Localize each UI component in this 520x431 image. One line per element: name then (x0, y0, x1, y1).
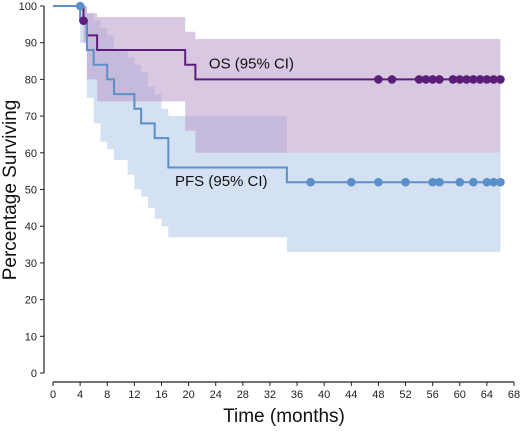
os-censor-point (482, 75, 492, 84)
y-tick-label: 90 (25, 38, 37, 50)
os-censor-point (448, 75, 458, 84)
os-censor-point (374, 75, 383, 84)
pfs-censor-point (435, 177, 444, 187)
pfs-censor-point (374, 177, 383, 187)
y-tick-label: 50 (25, 185, 37, 197)
pfs-censor-point (75, 1, 85, 11)
os-censor-point (496, 75, 505, 84)
x-tick-label: 28 (237, 389, 249, 401)
x-tick-label: 0 (50, 389, 56, 401)
y-tick-label: 70 (25, 111, 37, 123)
pfs-censor-point (496, 177, 505, 187)
x-tick-label: 20 (182, 389, 194, 401)
annotation-os: OS (95% CI) (209, 55, 294, 72)
y-tick-label: 0 (31, 368, 37, 380)
x-ticks: 0 4 8 12 16 20 24 28 32 36 40 44 48 52 56 60 64 68 (50, 382, 520, 401)
pfs-censor-point (401, 177, 410, 187)
y-tick-label: 30 (25, 258, 37, 270)
os-censor-point (421, 75, 431, 84)
os-censor-point (435, 75, 444, 84)
os-censor-point (475, 75, 485, 84)
os-censor-point (455, 75, 465, 84)
os-censor-point (489, 75, 498, 84)
y-ticks: 0 10 20 30 40 50 60 70 80 90 100 (19, 1, 44, 380)
x-tick-label: 44 (345, 389, 357, 401)
x-tick-label: 68 (508, 389, 520, 401)
y-tick-label: 10 (25, 331, 37, 343)
x-tick-label: 24 (210, 389, 222, 401)
pfs-censor-point (455, 177, 465, 187)
x-tick-label: 4 (77, 389, 83, 401)
censor-marks (75, 1, 505, 187)
annotations: OS (95% CI) PFS (95% CI) (175, 55, 294, 189)
annotation-pfs: PFS (95% CI) (175, 173, 268, 190)
x-tick-label: 40 (318, 389, 330, 401)
pfs-curve (53, 5, 501, 184)
y-tick-label: 20 (25, 295, 37, 307)
x-tick-label: 36 (291, 389, 303, 401)
os-censor-point (469, 75, 478, 84)
os-censor-point (428, 75, 437, 84)
x-tick-label: 12 (128, 389, 140, 401)
os-censor-point (462, 75, 471, 84)
y-tick-label: 80 (25, 74, 37, 86)
x-tick-label: 56 (427, 389, 439, 401)
pfs-censor-point (469, 177, 478, 187)
pfs-censor-point (428, 177, 437, 187)
x-tick-label: 48 (372, 389, 384, 401)
x-tick-label: 32 (264, 389, 276, 401)
y-tick-label: 60 (25, 148, 37, 160)
pfs-censor-point (482, 177, 492, 187)
pfs-censor-point (346, 177, 356, 187)
os-censor-point (414, 75, 424, 84)
os-censor-point (79, 16, 88, 25)
confidence-bands (53, 6, 501, 252)
x-axis-title: Time (months) (223, 406, 345, 427)
os-censor-point (387, 75, 397, 84)
x-tick-label: 16 (155, 389, 167, 401)
y-axis-title: Percentage Surviving (0, 100, 21, 281)
pfs-censor-point (306, 177, 315, 187)
x-tick-label: 8 (104, 389, 110, 401)
y-tick-label: 100 (19, 1, 37, 13)
pfs-censor-point (489, 177, 498, 187)
y-tick-label: 40 (25, 221, 37, 233)
x-tick-label: 52 (399, 389, 411, 401)
x-tick-label: 60 (454, 389, 466, 401)
x-tick-label: 64 (481, 389, 493, 401)
